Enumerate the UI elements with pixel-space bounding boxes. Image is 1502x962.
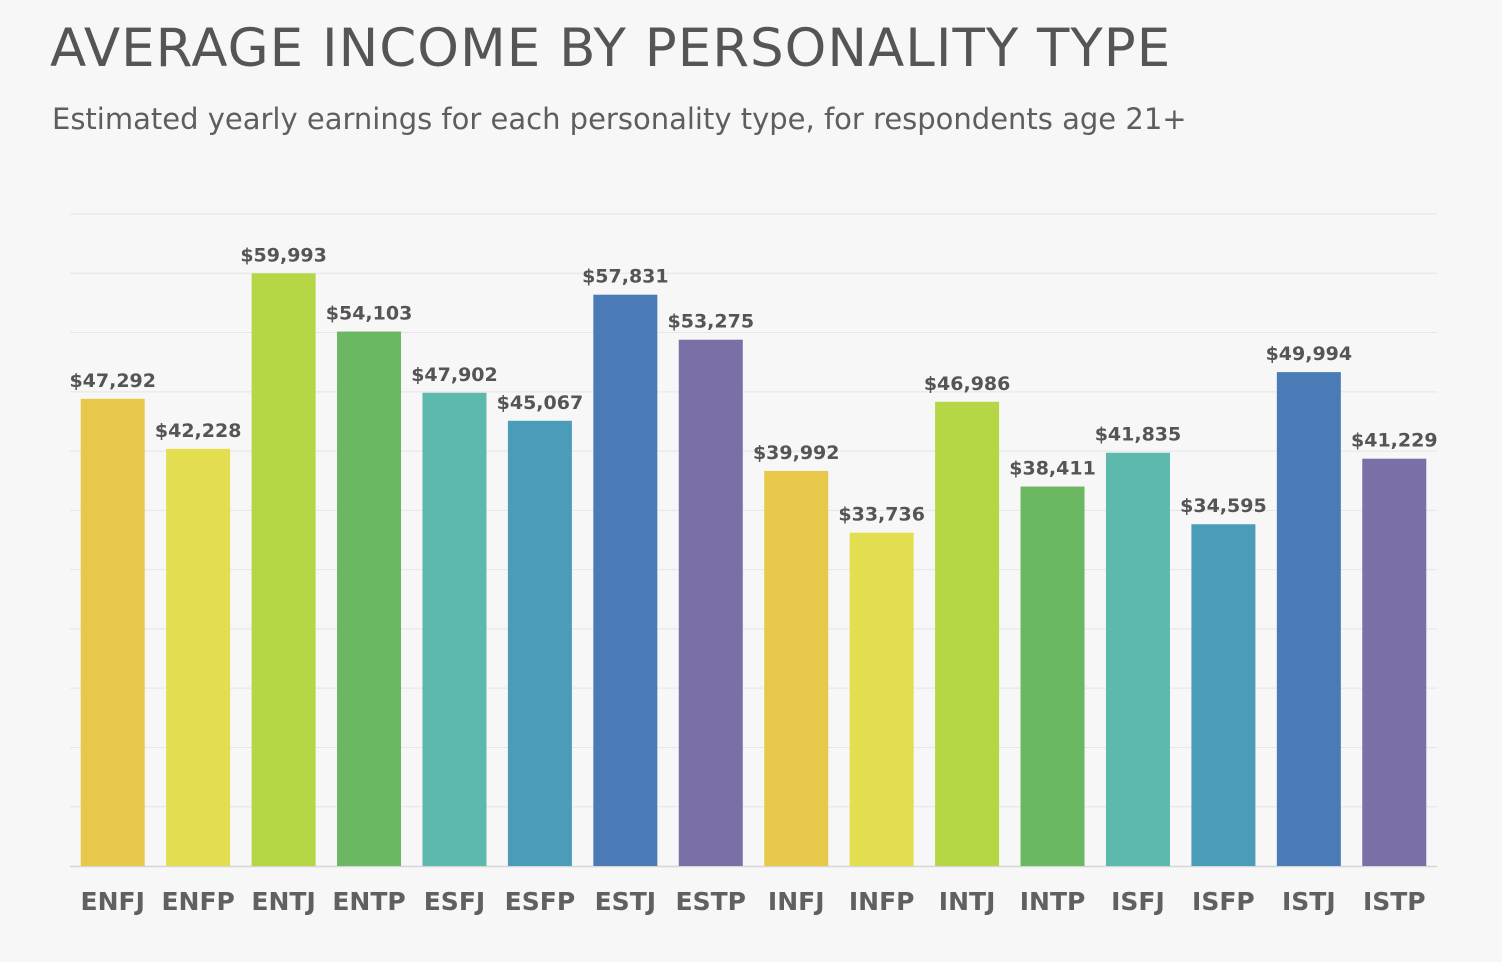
bar-isfj bbox=[1105, 452, 1170, 866]
value-label-esfp: $45,067 bbox=[497, 392, 584, 414]
x-tick-label-enfp: ENFP bbox=[161, 887, 234, 916]
value-label-enfj: $47,292 bbox=[69, 370, 156, 392]
x-tick-label-intp: INTP bbox=[1020, 887, 1086, 916]
bar-istj bbox=[1276, 372, 1341, 866]
value-label-istj: $49,994 bbox=[1266, 343, 1353, 365]
x-tick-label-esfj: ESFJ bbox=[424, 887, 485, 916]
x-tick-label-isfp: ISFP bbox=[1192, 887, 1255, 916]
x-tick-label-istj: ISTJ bbox=[1282, 887, 1336, 916]
x-tick-label-infp: INFP bbox=[849, 887, 915, 916]
bar-estp bbox=[678, 339, 743, 866]
bar-entj bbox=[251, 273, 316, 866]
x-tick-label-estj: ESTJ bbox=[595, 887, 656, 916]
bar-enfp bbox=[166, 448, 231, 866]
value-label-isfp: $34,595 bbox=[1180, 495, 1267, 517]
bar-infp bbox=[849, 532, 914, 866]
value-label-intp: $38,411 bbox=[1009, 458, 1096, 480]
bar-estj bbox=[593, 294, 658, 866]
x-tick-label-entj: ENTJ bbox=[251, 887, 315, 916]
value-label-isfj: $41,835 bbox=[1095, 424, 1182, 446]
chart-title: AVERAGE INCOME BY PERSONALITY TYPE bbox=[50, 18, 1172, 79]
x-tick-label-intj: INTJ bbox=[939, 887, 996, 916]
x-tick-label-esfp: ESFP bbox=[505, 887, 575, 916]
x-tick-labels: ENFJ ENFP ENTJ ENTP ESFJ ESFP ESTJ ESTP INFJ INFP… bbox=[81, 887, 1426, 916]
x-tick-label-istp: ISTP bbox=[1363, 887, 1426, 916]
bar-entp bbox=[337, 331, 402, 866]
value-label-enfp: $42,228 bbox=[155, 420, 242, 442]
bar-enfj bbox=[80, 398, 145, 866]
bar-intp bbox=[1020, 486, 1085, 866]
bar-isfp bbox=[1191, 524, 1256, 866]
value-label-esfj: $47,902 bbox=[411, 364, 498, 386]
x-tick-label-infj: INFJ bbox=[768, 887, 825, 916]
bars bbox=[80, 273, 1427, 866]
value-label-estp: $53,275 bbox=[668, 311, 755, 333]
x-tick-label-enfj: ENFJ bbox=[81, 887, 145, 916]
value-labels: $47,292 $42,228 $59,993 $54,103 $47,902 $45,0… bbox=[69, 244, 1437, 525]
bar-infj bbox=[764, 470, 829, 866]
bar-intj bbox=[935, 401, 1000, 866]
x-tick-label-entp: ENTP bbox=[332, 887, 405, 916]
bar-istp bbox=[1362, 458, 1427, 866]
value-label-entp: $54,103 bbox=[326, 303, 413, 325]
value-label-entj: $59,993 bbox=[240, 244, 327, 266]
value-label-infp: $33,736 bbox=[838, 504, 925, 526]
value-label-estj: $57,831 bbox=[582, 266, 669, 288]
x-tick-label-isfj: ISFJ bbox=[1111, 887, 1165, 916]
value-label-infj: $39,992 bbox=[753, 442, 840, 464]
value-label-istp: $41,229 bbox=[1351, 430, 1438, 452]
bar-esfj bbox=[422, 392, 487, 866]
value-label-intj: $46,986 bbox=[924, 373, 1011, 395]
x-tick-label-estp: ESTP bbox=[676, 887, 746, 916]
bar-esfp bbox=[507, 420, 572, 866]
chart-subtitle: Estimated yearly earnings for each perso… bbox=[52, 102, 1187, 136]
